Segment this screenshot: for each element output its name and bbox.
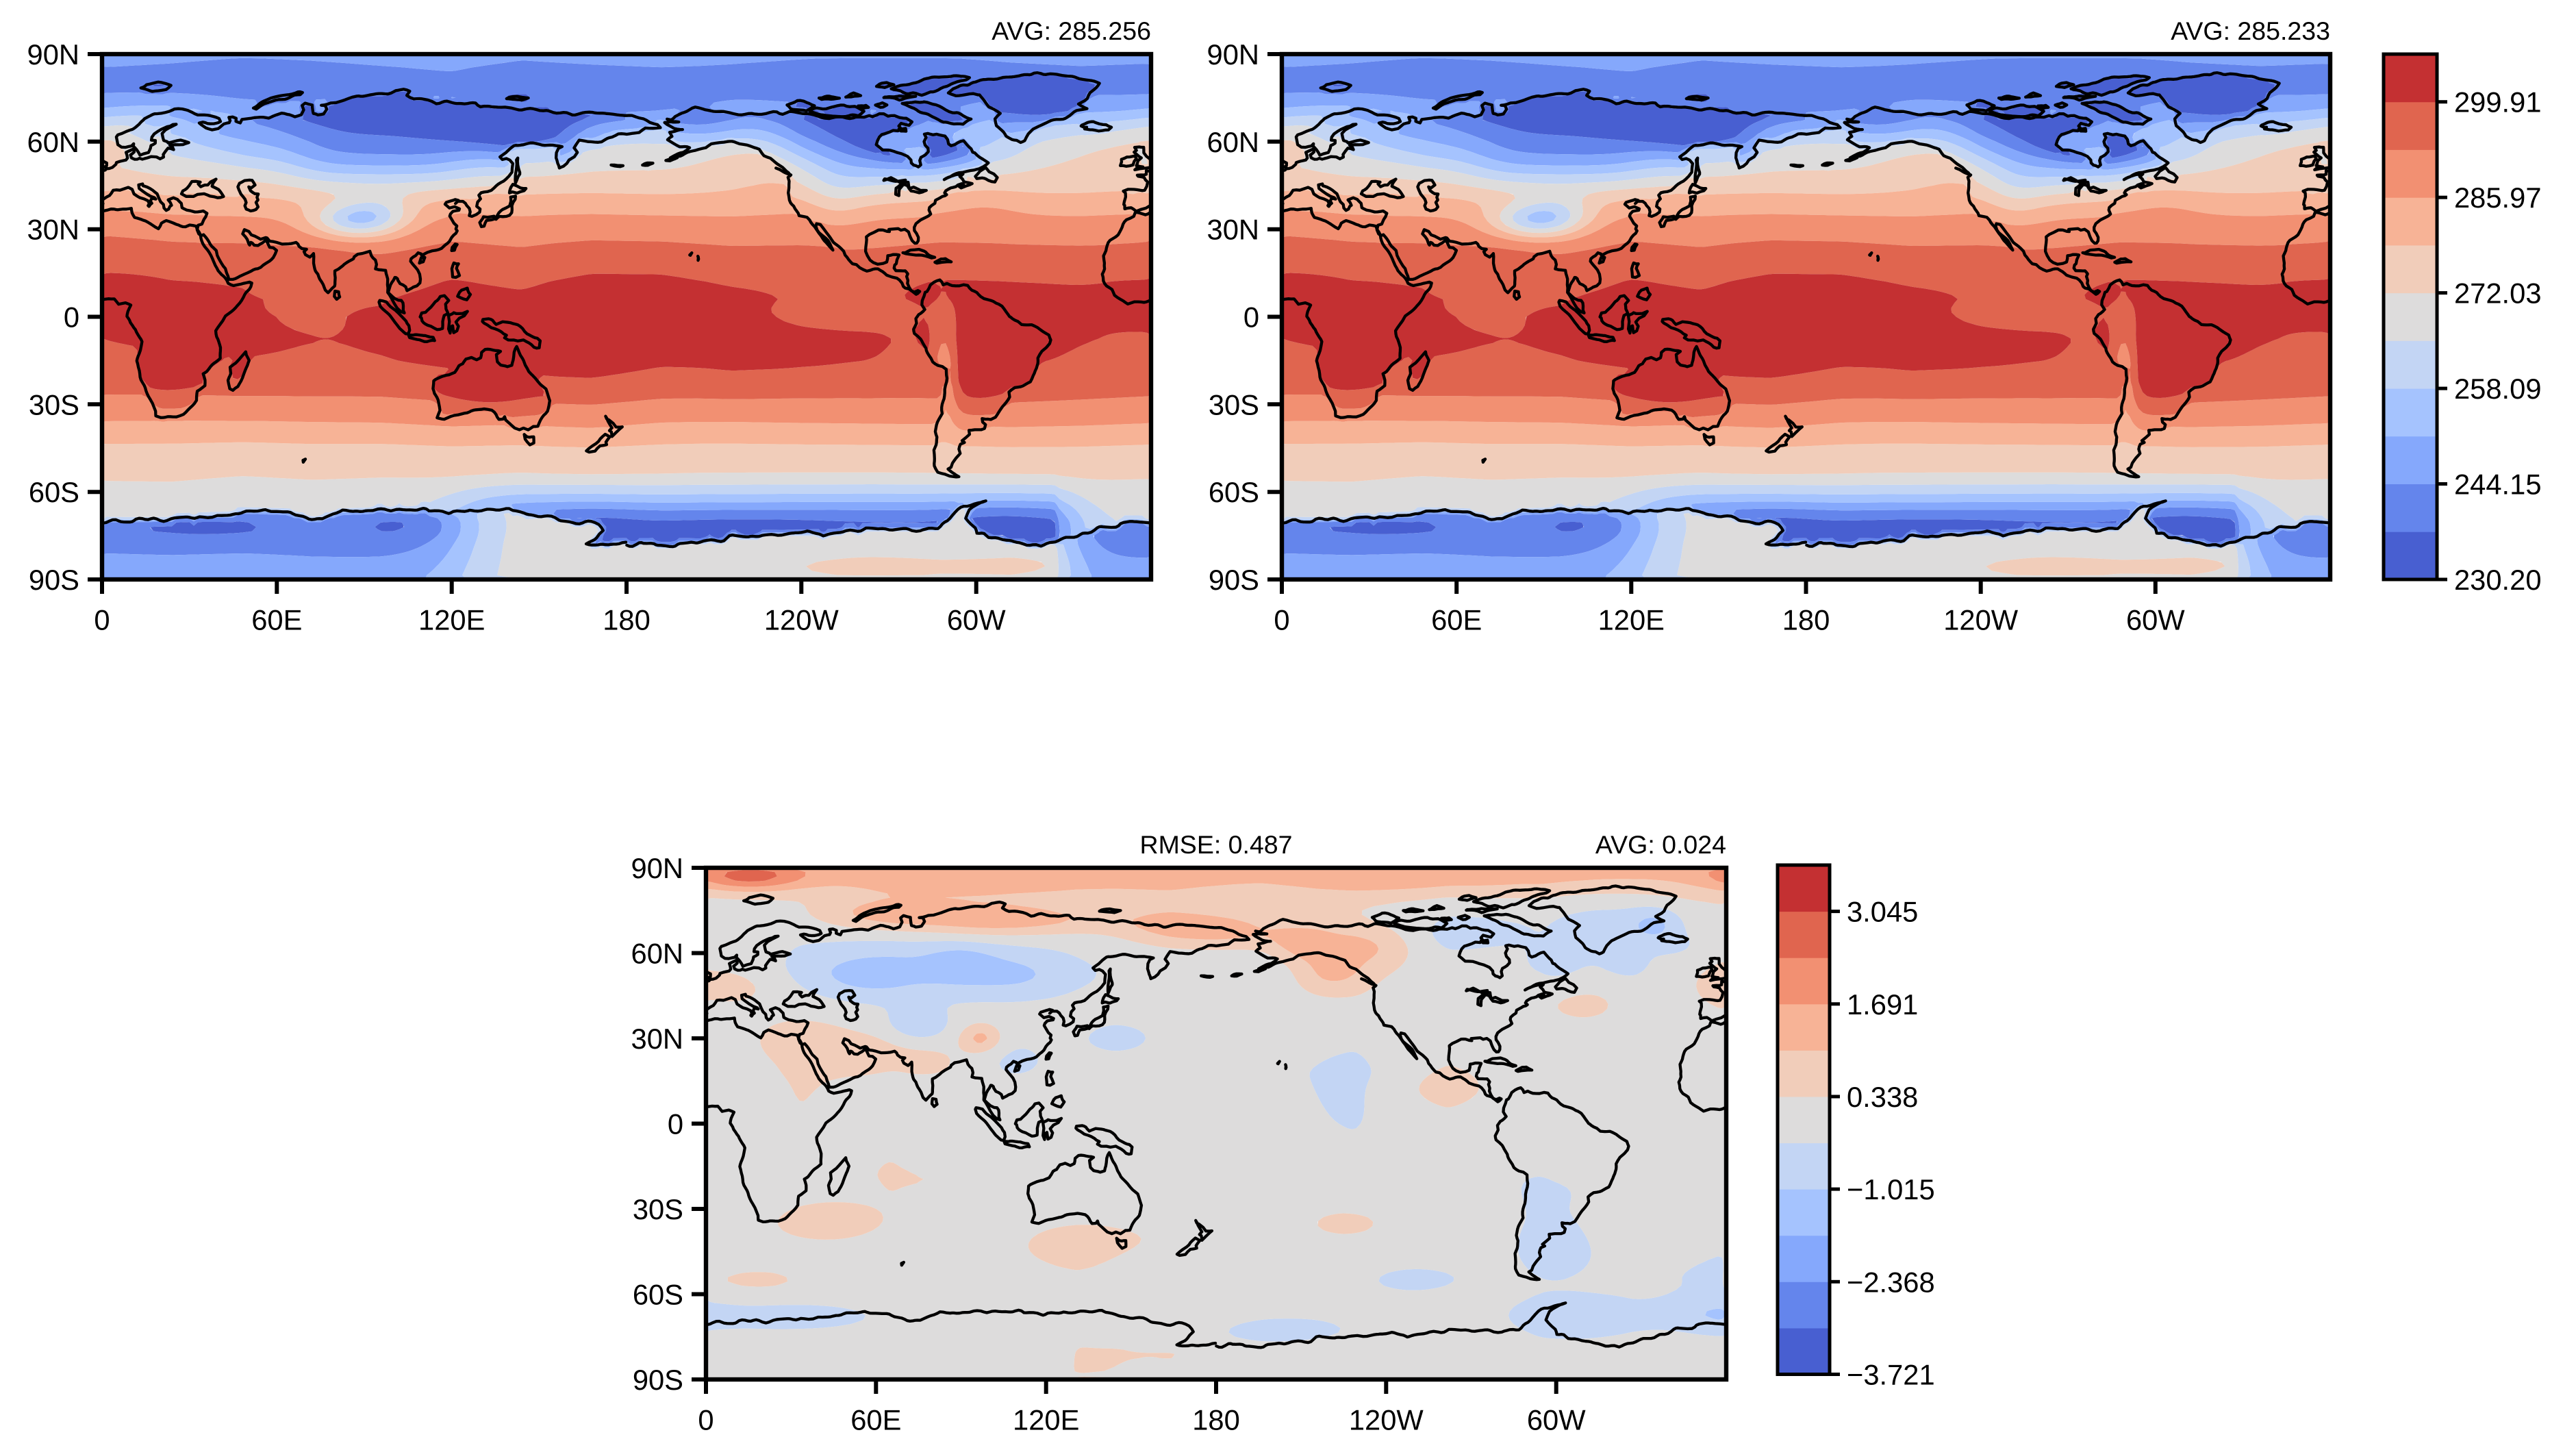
svg-text:30S: 30S: [633, 1193, 683, 1225]
svg-text:AVG: 285.256: AVG: 285.256: [992, 16, 1151, 45]
svg-text:299.91: 299.91: [2454, 86, 2542, 118]
svg-text:180: 180: [603, 604, 651, 636]
svg-text:−1.015: −1.015: [1847, 1173, 1935, 1205]
svg-text:30S: 30S: [1209, 388, 1259, 421]
svg-text:−3.721: −3.721: [1847, 1359, 1935, 1391]
svg-text:90S: 90S: [29, 564, 79, 596]
svg-text:285.97: 285.97: [2454, 182, 2542, 214]
svg-text:60N: 60N: [1207, 126, 1259, 158]
svg-text:60S: 60S: [1209, 476, 1259, 508]
svg-text:30N: 30N: [1207, 214, 1259, 246]
svg-text:60E: 60E: [251, 604, 302, 636]
svg-text:30N: 30N: [27, 214, 79, 246]
svg-text:30N: 30N: [631, 1023, 683, 1055]
svg-text:272.03: 272.03: [2454, 277, 2542, 310]
svg-text:90N: 90N: [1207, 38, 1259, 71]
svg-text:3.045: 3.045: [1847, 896, 1918, 928]
svg-text:0: 0: [1274, 604, 1289, 636]
svg-text:90S: 90S: [1209, 564, 1259, 596]
svg-text:120W: 120W: [1943, 604, 2019, 636]
svg-text:120W: 120W: [764, 604, 839, 636]
svg-text:AVG: 0.024: AVG: 0.024: [1595, 830, 1726, 859]
svg-text:90N: 90N: [27, 38, 79, 71]
svg-text:180: 180: [1782, 604, 1830, 636]
svg-text:60W: 60W: [1527, 1404, 1586, 1436]
svg-text:120E: 120E: [418, 604, 485, 636]
svg-text:60W: 60W: [2126, 604, 2185, 636]
svg-text:60S: 60S: [633, 1279, 683, 1311]
svg-text:120E: 120E: [1013, 1404, 1079, 1436]
svg-text:0: 0: [64, 301, 79, 334]
svg-text:0: 0: [698, 1404, 714, 1436]
svg-text:120W: 120W: [1349, 1404, 1424, 1436]
svg-text:0: 0: [94, 604, 110, 636]
svg-text:0: 0: [1243, 301, 1259, 334]
svg-text:60E: 60E: [850, 1404, 901, 1436]
svg-text:−2.368: −2.368: [1847, 1266, 1935, 1298]
svg-text:180: 180: [1192, 1404, 1240, 1436]
svg-text:60E: 60E: [1431, 604, 1482, 636]
svg-text:1.691: 1.691: [1847, 988, 1918, 1021]
svg-text:60W: 60W: [947, 604, 1006, 636]
svg-text:258.09: 258.09: [2454, 373, 2542, 405]
svg-text:230.20: 230.20: [2454, 564, 2542, 596]
svg-text:60N: 60N: [27, 126, 79, 158]
svg-text:90N: 90N: [631, 852, 683, 884]
svg-text:60N: 60N: [631, 938, 683, 970]
svg-text:AVG: 285.233: AVG: 285.233: [2171, 16, 2330, 45]
svg-text:90S: 90S: [633, 1364, 683, 1396]
svg-text:60S: 60S: [29, 476, 79, 508]
svg-text:30S: 30S: [29, 388, 79, 421]
svg-text:0: 0: [668, 1108, 683, 1140]
svg-text:RMSE: 0.487: RMSE: 0.487: [1139, 830, 1292, 859]
svg-text:244.15: 244.15: [2454, 468, 2542, 501]
svg-text:120E: 120E: [1598, 604, 1665, 636]
svg-text:0.338: 0.338: [1847, 1081, 1918, 1113]
